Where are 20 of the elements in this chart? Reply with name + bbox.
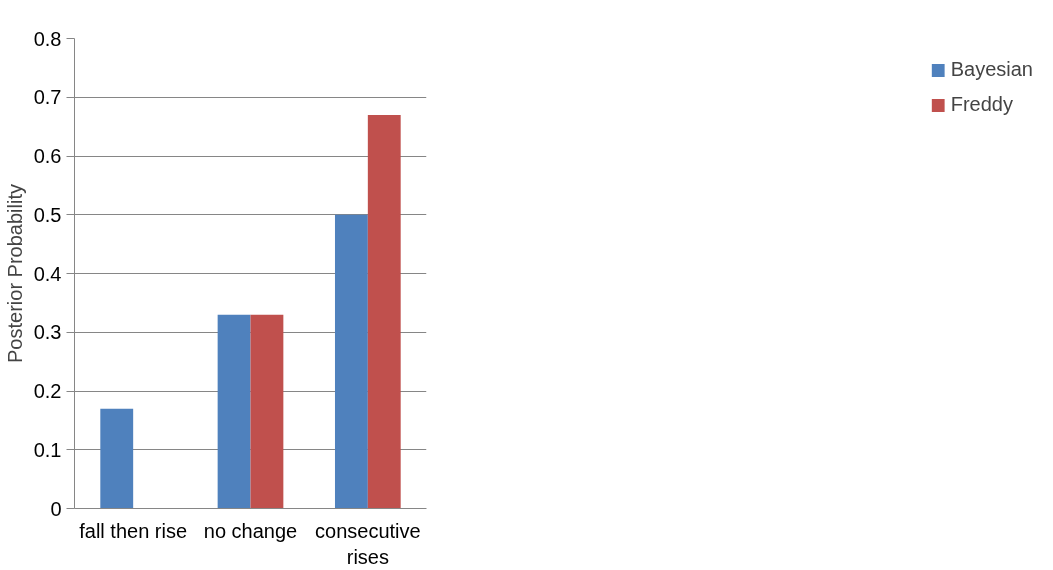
y-tick-label: 0.6 <box>33 145 62 167</box>
bar <box>367 114 401 509</box>
x-tick-label: fall then rise <box>79 519 188 542</box>
y-tick-label: 0.7 <box>33 86 62 109</box>
y-tick-label: 0 <box>50 497 62 520</box>
legend-label: Bayesian <box>950 58 1033 81</box>
x-tick-label: consecutive rises <box>315 519 421 568</box>
legend-label: Freddy <box>950 93 1013 116</box>
y-tick-label: 0.2 <box>33 380 62 402</box>
y-tick-label: 0.3 <box>33 321 62 344</box>
y-axis-title: Posterior Probability <box>3 184 26 363</box>
y-tick-label: 0.4 <box>33 262 62 285</box>
bar <box>334 214 368 509</box>
bar <box>100 408 134 509</box>
y-tick-label: 0.5 <box>33 203 62 226</box>
bar <box>217 314 251 509</box>
y-tick-label: 0.1 <box>33 438 62 461</box>
bar <box>250 314 284 509</box>
y-tick-label: 0.8 <box>33 27 62 50</box>
x-tick-label: no change <box>203 519 298 542</box>
